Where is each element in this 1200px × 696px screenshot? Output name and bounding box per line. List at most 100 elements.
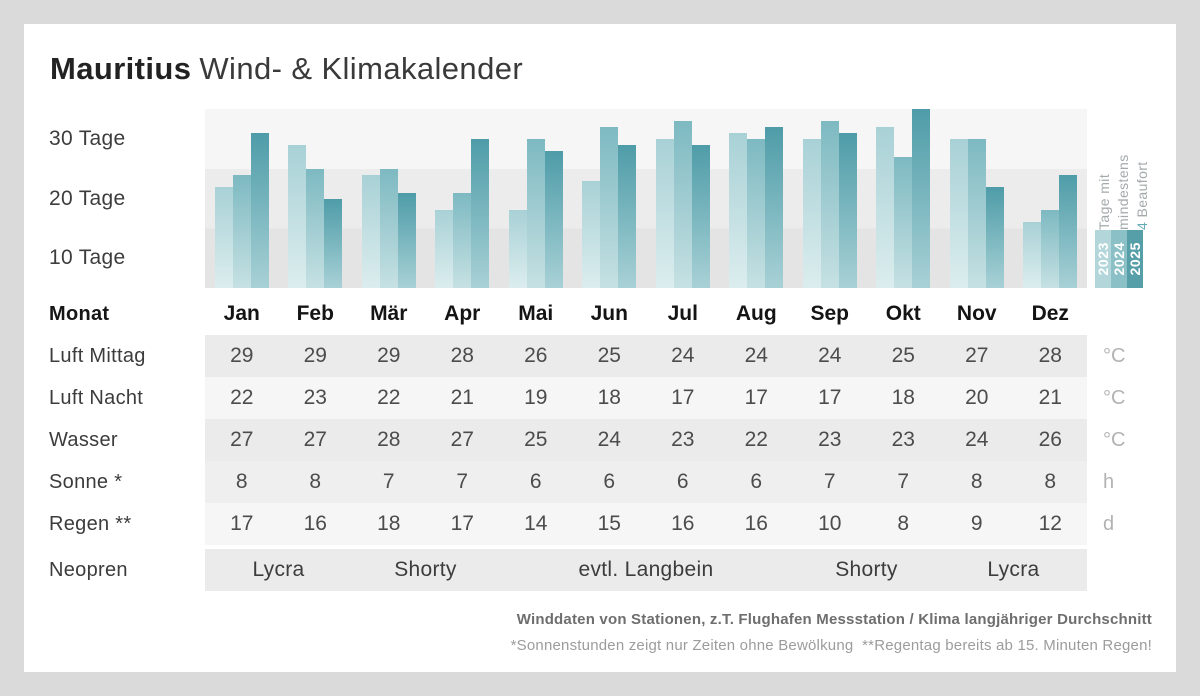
chart-month-column-okt	[867, 109, 941, 288]
value-cell: 17	[818, 386, 842, 409]
value-cell: 21	[1038, 386, 1062, 409]
value-cell: 22	[744, 428, 768, 451]
value-cell: 29	[230, 344, 254, 367]
bar-2023-mai	[508, 210, 527, 288]
chart-month-column-dez	[1014, 109, 1088, 288]
value-cell: 17	[744, 386, 768, 409]
month-header-feb: Feb	[296, 302, 334, 325]
value-cell: 26	[524, 344, 548, 367]
value-cell: 23	[671, 428, 695, 451]
value-cell: 15	[597, 512, 621, 535]
bar-2023-dez	[1023, 222, 1042, 288]
value-cell: 24	[744, 344, 768, 367]
value-cell: 8	[1044, 470, 1057, 493]
month-header-mai: Mai	[518, 302, 554, 325]
bar-2024-apr	[453, 192, 472, 288]
table-row-luft-nacht: Luft Nacht 22 23 22 21 19 18 17 17 17 18 20 21 °C	[49, 377, 1169, 419]
chart-month-column-nov	[940, 109, 1014, 288]
value-cell: 12	[1038, 512, 1062, 535]
row-cells: 22 23 22 21 19 18 17 17 17 18 20 21	[205, 377, 1087, 419]
row-label: Regen **	[49, 512, 132, 535]
value-cell: 27	[303, 428, 327, 451]
table-row-regen: Regen ** 17 16 18 17 14 15 16 16 10 8 9 12 d	[49, 503, 1169, 545]
row-cells: 17 16 18 17 14 15 16 16 10 8 9 12	[205, 503, 1087, 545]
bar-2024-mai	[526, 138, 545, 288]
chart-month-column-jan	[205, 109, 279, 288]
bar-2025-aug	[765, 126, 784, 288]
value-cell: 17	[230, 512, 254, 535]
bar-2024-sep	[820, 120, 839, 288]
wind-bar-chart	[205, 109, 1087, 288]
legend-year-chip-2024: 2024	[1111, 230, 1127, 288]
month-header-jul: Jul	[667, 302, 698, 325]
month-header-okt: Okt	[885, 302, 921, 325]
value-cell: 16	[744, 512, 768, 535]
chart-month-column-jun	[573, 109, 647, 288]
neopren-segments: Lycra Shorty evtl. Langbein Shorty Lycra	[205, 549, 1087, 591]
unit-label: °C	[1103, 428, 1126, 451]
bar-2024-dez	[1041, 210, 1060, 288]
bar-2023-feb	[288, 144, 307, 288]
bar-2025-okt	[912, 109, 931, 288]
value-cell: 25	[891, 344, 915, 367]
month-header-jun: Jun	[590, 302, 628, 325]
bar-2024-jul	[673, 120, 692, 288]
value-cell: 7	[823, 470, 836, 493]
bar-2023-aug	[729, 132, 748, 288]
legend-title-line: mindestens	[1115, 154, 1131, 230]
legend-year-label: 2024	[1111, 242, 1127, 276]
value-cell: 6	[529, 470, 542, 493]
value-cell: 24	[818, 344, 842, 367]
neopren-segment: Lycra	[987, 558, 1040, 581]
bar-2024-okt	[894, 156, 913, 288]
value-cell: 6	[603, 470, 616, 493]
neopren-segment: evtl. Langbein	[578, 558, 714, 581]
month-header-nov: Nov	[956, 302, 997, 325]
bar-2023-nov	[949, 138, 968, 288]
month-header-jan: Jan	[223, 302, 260, 325]
value-cell: 28	[1038, 344, 1062, 367]
bar-2024-jun	[600, 126, 619, 288]
y-tick-label: 30 Tage	[49, 126, 126, 150]
table-header-label: Monat	[49, 302, 110, 325]
value-cell: 7	[897, 470, 910, 493]
y-tick-label: 20 Tage	[49, 186, 126, 210]
chart-month-column-aug	[720, 109, 794, 288]
value-cell: 29	[303, 344, 327, 367]
value-cell: 8	[897, 512, 910, 535]
bar-2025-jun	[618, 144, 637, 288]
bar-2024-mär	[379, 168, 398, 288]
value-cell: 18	[597, 386, 621, 409]
table-row-luft-mittag: Luft Mittag 29 29 29 28 26 25 24 24 24 25 27 28 °C	[49, 335, 1169, 377]
row-label: Wasser	[49, 428, 118, 451]
bar-2025-dez	[1059, 174, 1078, 288]
bar-2023-okt	[876, 126, 895, 288]
chart-month-column-sep	[793, 109, 867, 288]
bar-2024-aug	[747, 138, 766, 288]
legend-year-chip-2025: 2025	[1127, 230, 1143, 288]
table-row-sonne: Sonne * 8 8 7 7 6 6 6 6 7 7 8 8 h	[49, 461, 1169, 503]
bar-2025-feb	[324, 198, 343, 288]
legend-accent-number: 4	[1134, 221, 1150, 230]
value-cell: 23	[891, 428, 915, 451]
legend-title-line: Tage mit	[1096, 173, 1112, 230]
page-title: Mauritius Wind- & Klimakalender	[50, 51, 523, 87]
climate-table: Monat Jan Feb Mär Apr Mai Jun Jul Aug Sep Okt Nov De…	[49, 293, 1169, 591]
value-cell: 23	[303, 386, 327, 409]
value-cell: 7	[382, 470, 395, 493]
value-cell: 22	[230, 386, 254, 409]
value-cell: 6	[676, 470, 689, 493]
legend-year-chip-2023: 2023	[1095, 230, 1111, 288]
row-cells: 27 27 28 27 25 24 23 22 23 23 24 26	[205, 419, 1087, 461]
value-cell: 27	[230, 428, 254, 451]
value-cell: 19	[524, 386, 548, 409]
value-cell: 16	[671, 512, 695, 535]
bar-2025-jan	[250, 132, 269, 288]
value-cell: 8	[970, 470, 983, 493]
value-cell: 29	[377, 344, 401, 367]
chart-month-column-jul	[646, 109, 720, 288]
bar-2025-nov	[985, 186, 1004, 288]
bar-2023-jun	[582, 180, 601, 288]
value-cell: 6	[750, 470, 763, 493]
bar-2024-nov	[967, 138, 986, 288]
